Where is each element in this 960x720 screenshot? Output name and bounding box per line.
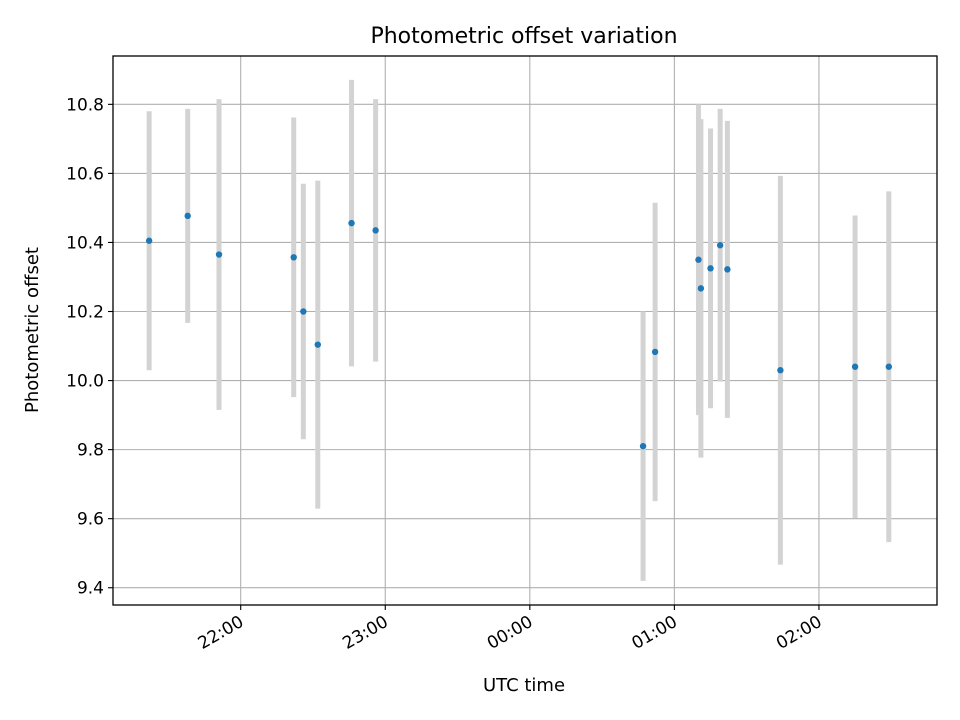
data-point xyxy=(724,266,731,273)
data-point xyxy=(707,265,714,272)
y-tick-label: 10.0 xyxy=(66,372,104,392)
data-point xyxy=(651,348,659,356)
data-point xyxy=(851,363,859,370)
data-point xyxy=(300,308,307,315)
y-tick-label: 9.8 xyxy=(77,441,104,461)
y-axis-label: Photometric offset xyxy=(22,247,43,413)
chart-title: Photometric offset variation xyxy=(370,24,677,49)
data-point xyxy=(290,254,297,261)
data-point xyxy=(145,237,153,244)
data-points xyxy=(145,212,893,450)
y-tick-label: 10.2 xyxy=(66,303,104,323)
y-tick-label: 9.4 xyxy=(77,579,104,599)
data-point xyxy=(215,251,223,258)
data-point xyxy=(695,256,702,263)
y-tick-label: 9.6 xyxy=(77,510,104,530)
y-tick-label: 10.6 xyxy=(66,164,104,184)
data-point xyxy=(639,442,647,450)
data-point xyxy=(314,341,321,348)
data-point xyxy=(348,219,355,227)
grid xyxy=(113,56,937,605)
y-tick-label: 10.8 xyxy=(66,95,104,115)
data-point xyxy=(716,242,724,249)
y-axis-ticks: 9.4 9.6 9.8 10.0 10.2 10.4 10.6 10.8 xyxy=(66,95,113,599)
data-point xyxy=(184,212,191,220)
axes-frame xyxy=(112,55,938,606)
x-axis-label: UTC time xyxy=(483,675,565,696)
y-tick-label: 10.4 xyxy=(66,233,104,253)
data-point xyxy=(777,367,784,374)
data-point xyxy=(885,363,893,370)
data-point xyxy=(372,227,379,234)
data-point xyxy=(697,285,705,292)
